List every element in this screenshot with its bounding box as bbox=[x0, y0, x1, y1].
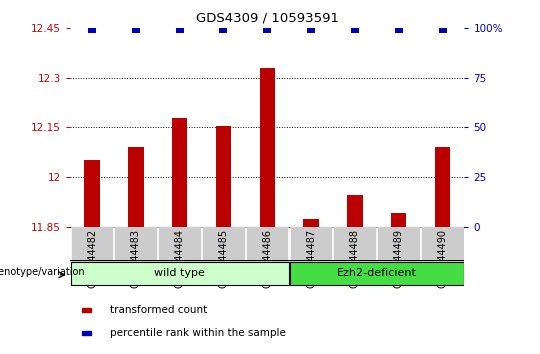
Point bbox=[394, 27, 403, 32]
Bar bbox=[391, 213, 407, 227]
Bar bbox=[82, 331, 91, 335]
Point bbox=[219, 27, 228, 32]
Text: GSM744483: GSM744483 bbox=[131, 229, 141, 288]
Bar bbox=[435, 147, 450, 227]
Bar bbox=[260, 68, 275, 227]
Bar bbox=[172, 118, 187, 227]
Text: transformed count: transformed count bbox=[110, 305, 207, 315]
Bar bbox=[216, 126, 231, 227]
Point bbox=[176, 27, 184, 32]
FancyBboxPatch shape bbox=[114, 227, 157, 259]
Bar bbox=[82, 308, 91, 312]
Point bbox=[350, 27, 359, 32]
Text: GSM744486: GSM744486 bbox=[262, 229, 272, 288]
FancyBboxPatch shape bbox=[289, 227, 332, 259]
FancyBboxPatch shape bbox=[289, 262, 464, 285]
Text: GSM744487: GSM744487 bbox=[306, 229, 316, 289]
FancyBboxPatch shape bbox=[333, 227, 376, 259]
Text: percentile rank within the sample: percentile rank within the sample bbox=[110, 328, 286, 338]
FancyBboxPatch shape bbox=[71, 262, 289, 285]
FancyBboxPatch shape bbox=[71, 227, 113, 259]
Text: GSM744490: GSM744490 bbox=[437, 229, 448, 288]
Bar bbox=[84, 160, 100, 227]
Text: GSM744489: GSM744489 bbox=[394, 229, 404, 288]
Text: wild type: wild type bbox=[154, 268, 205, 279]
FancyBboxPatch shape bbox=[246, 227, 288, 259]
FancyBboxPatch shape bbox=[202, 227, 245, 259]
Text: GSM744488: GSM744488 bbox=[350, 229, 360, 288]
Text: GSM744485: GSM744485 bbox=[219, 229, 228, 289]
Point bbox=[307, 27, 315, 32]
Title: GDS4309 / 10593591: GDS4309 / 10593591 bbox=[196, 11, 339, 24]
Bar bbox=[347, 195, 362, 227]
FancyBboxPatch shape bbox=[158, 227, 201, 259]
Point bbox=[88, 27, 97, 32]
Text: Ezh2-deficient: Ezh2-deficient bbox=[337, 268, 417, 279]
FancyBboxPatch shape bbox=[377, 227, 420, 259]
Bar bbox=[128, 147, 144, 227]
FancyBboxPatch shape bbox=[421, 227, 463, 259]
Text: GSM744482: GSM744482 bbox=[87, 229, 97, 289]
Point bbox=[438, 27, 447, 32]
Bar bbox=[303, 219, 319, 227]
Point bbox=[263, 27, 272, 32]
Text: GSM744484: GSM744484 bbox=[175, 229, 185, 288]
Point bbox=[132, 27, 140, 32]
Text: genotype/variation: genotype/variation bbox=[0, 267, 85, 277]
